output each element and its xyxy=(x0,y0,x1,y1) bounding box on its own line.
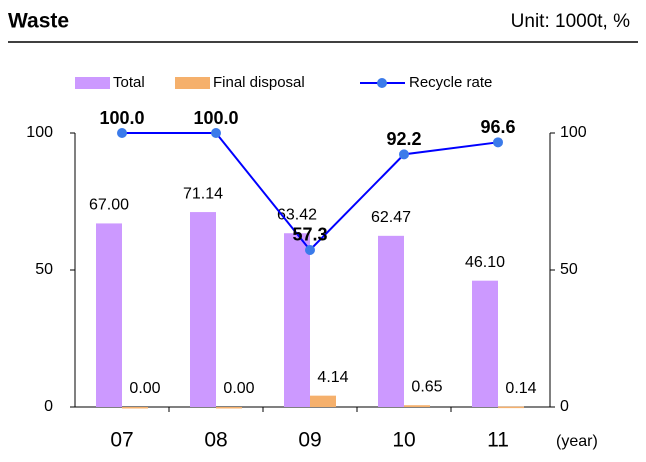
point xyxy=(211,128,221,138)
bar xyxy=(378,235,404,407)
y-tick-label: 50 xyxy=(35,261,53,278)
x-tick-label: 08 xyxy=(204,429,227,452)
bar xyxy=(498,406,524,409)
data-label: 63.42 xyxy=(277,206,317,223)
x-tick-label: 09 xyxy=(298,429,321,452)
data-label: 0.14 xyxy=(505,380,536,397)
x-tick-label: 11 xyxy=(487,429,509,452)
point xyxy=(493,137,503,148)
rate-label: 96.6 xyxy=(480,117,515,137)
y2-tick-label: 0 xyxy=(560,398,569,415)
point xyxy=(117,128,127,138)
rate-label: 57.3 xyxy=(292,225,327,245)
bar xyxy=(190,212,216,407)
data-label: 46.10 xyxy=(465,254,505,271)
rate-label: 100.0 xyxy=(193,108,238,128)
y2-tick-label: 100 xyxy=(560,124,587,141)
bar xyxy=(122,407,148,409)
legend-swatch xyxy=(75,77,110,89)
legend-label: Recycle rate xyxy=(409,74,492,91)
data-label: 4.14 xyxy=(317,369,348,386)
legend-label: Final disposal xyxy=(213,74,305,91)
data-label: 67.00 xyxy=(89,197,129,214)
data-label: 0.65 xyxy=(411,378,442,395)
bar xyxy=(216,407,242,409)
point xyxy=(399,149,409,160)
x-tick-label: 10 xyxy=(392,429,415,452)
data-label: 62.47 xyxy=(371,209,411,226)
bar xyxy=(404,405,430,407)
data-label: 0.00 xyxy=(129,380,160,397)
bar xyxy=(472,280,498,407)
bar xyxy=(96,223,122,407)
data-label: 0.00 xyxy=(223,380,254,397)
legend-marker xyxy=(377,78,387,88)
data-label: 71.14 xyxy=(183,185,223,202)
unit-label: Unit: 1000t, % xyxy=(511,11,630,32)
x-tick-label: 07 xyxy=(110,429,133,452)
bar xyxy=(310,395,336,407)
rate-label: 92.2 xyxy=(386,129,421,149)
y-tick-label: 100 xyxy=(26,124,53,141)
rate-label: 100.0 xyxy=(99,108,144,128)
bar xyxy=(284,233,310,407)
chart-title: Waste xyxy=(8,10,69,33)
y2-tick-label: 50 xyxy=(560,261,578,278)
legend-swatch xyxy=(175,77,210,89)
point xyxy=(305,244,315,255)
legend-label: Total xyxy=(113,74,145,91)
x-axis-label: (year) xyxy=(556,433,598,450)
y-tick-label: 0 xyxy=(44,398,53,415)
